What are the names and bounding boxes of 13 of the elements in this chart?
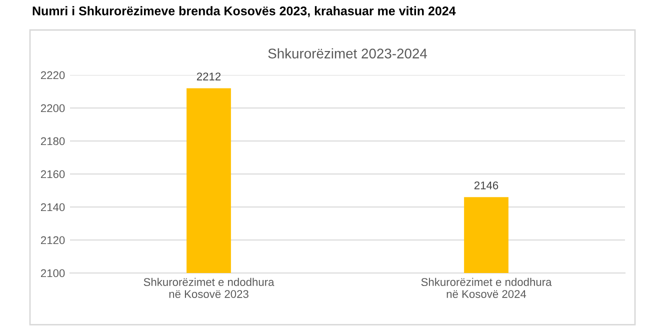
- chart-title: Numri i Shkurorëzimeve brenda Kosovës 2023, krahasuar me vitin 2024: [32, 6, 456, 18]
- x-tick-label: Shkurorëzimet e ndodhura në Kosovë 2024: [421, 278, 552, 298]
- y-tick-label: 2220: [40, 71, 65, 80]
- y-tick-label: 2120: [40, 236, 65, 244]
- chart-subtitle: Shkurorëzimet 2023-2024: [268, 48, 428, 58]
- y-tick-label: 2100: [40, 269, 65, 278]
- y-tick-label: 2140: [40, 203, 65, 212]
- data-label: 2146: [474, 181, 498, 190]
- y-tick-label: 2160: [40, 170, 65, 178]
- y-tick-label: 2180: [40, 137, 65, 146]
- x-tick-label: Shkurorëzimet e ndodhura në Kosovë 2023: [144, 278, 274, 298]
- y-tick-label: 2200: [40, 104, 65, 112]
- data-label: 2212: [196, 72, 221, 80]
